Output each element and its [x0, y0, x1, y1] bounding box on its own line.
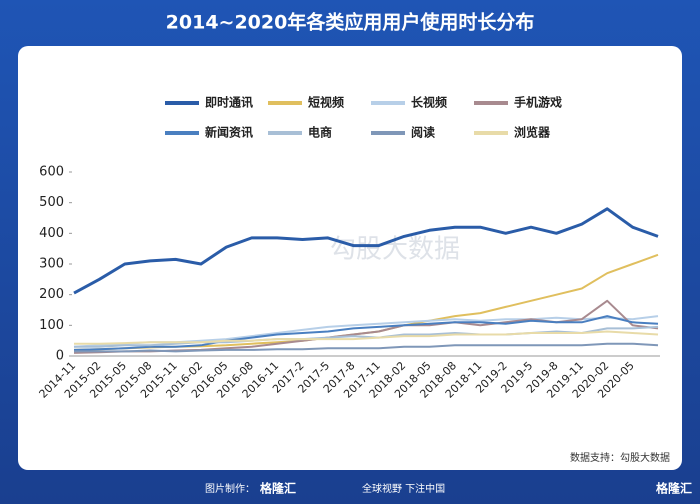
series-line: [74, 342, 659, 353]
source: 数据支持：勾股大数据: [570, 451, 670, 464]
legend-label: 新闻资讯: [205, 125, 253, 140]
series-line: [74, 330, 659, 345]
series-line: [73, 315, 659, 351]
series-line: [74, 325, 659, 348]
legend-label: 短视频: [308, 95, 344, 110]
chart-title: 2014~2020年各类应用用户使用时长分布: [166, 11, 535, 34]
y-tick-label: 0: [56, 349, 64, 364]
footer-slogan: 全球视野 下注中国: [362, 482, 445, 495]
y-tick-label: 100: [39, 318, 64, 333]
legend-label: 浏览器: [514, 125, 551, 140]
legend-label: 阅读: [411, 125, 435, 140]
y-tick-label: 600: [39, 165, 64, 180]
legend-label: 电商: [308, 125, 332, 140]
corner-brand: 格隆汇: [656, 481, 692, 496]
y-tick-label: 300: [39, 257, 64, 272]
series-line: [73, 207, 659, 295]
legend-label: 即时通讯: [205, 95, 253, 110]
y-tick-label: 200: [39, 287, 64, 302]
legend-label: 手机游戏: [514, 95, 562, 110]
y-tick-label: 500: [39, 195, 64, 210]
card: [18, 46, 682, 470]
footer-credit: 图片制作：: [205, 482, 255, 495]
legend-label: 长视频: [411, 95, 447, 110]
footer-brand: 格隆汇: [260, 481, 296, 496]
y-tick-label: 400: [39, 226, 64, 241]
